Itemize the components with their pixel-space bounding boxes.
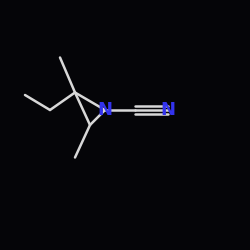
Text: N: N	[98, 101, 112, 119]
Text: N: N	[160, 101, 175, 119]
